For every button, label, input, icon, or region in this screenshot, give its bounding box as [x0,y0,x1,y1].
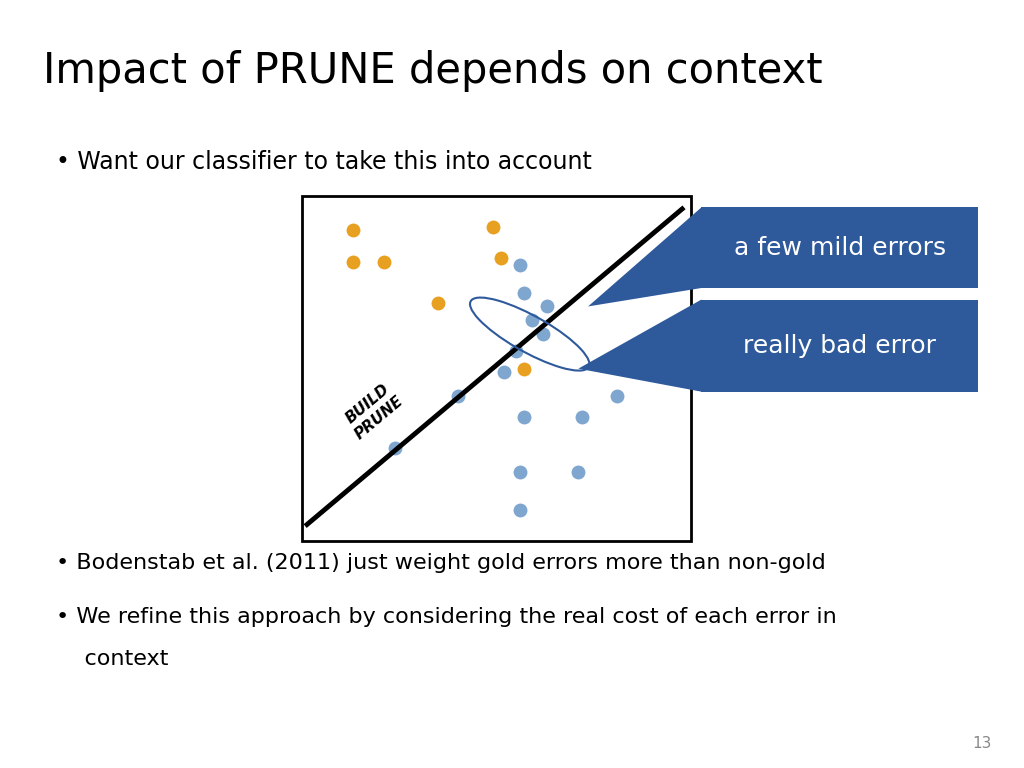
Text: • Want our classifier to take this into account: • Want our classifier to take this into … [56,150,592,174]
Text: 13: 13 [972,736,991,751]
Text: BUILD
PRUNE: BUILD PRUNE [341,379,407,442]
Text: • We refine this approach by considering the real cost of each error in: • We refine this approach by considering… [56,607,837,627]
Polygon shape [579,300,701,392]
Polygon shape [588,207,701,306]
Text: a few mild errors: a few mild errors [733,236,946,260]
Text: really bad error: really bad error [743,333,936,358]
Text: • Bodenstab et al. (2011) just weight gold errors more than non-gold: • Bodenstab et al. (2011) just weight go… [56,553,826,573]
Text: context: context [56,649,169,669]
Bar [302,196,691,541]
Bar [701,300,978,392]
Bar [701,207,978,288]
Text: Impact of PRUNE depends on context: Impact of PRUNE depends on context [43,50,822,92]
